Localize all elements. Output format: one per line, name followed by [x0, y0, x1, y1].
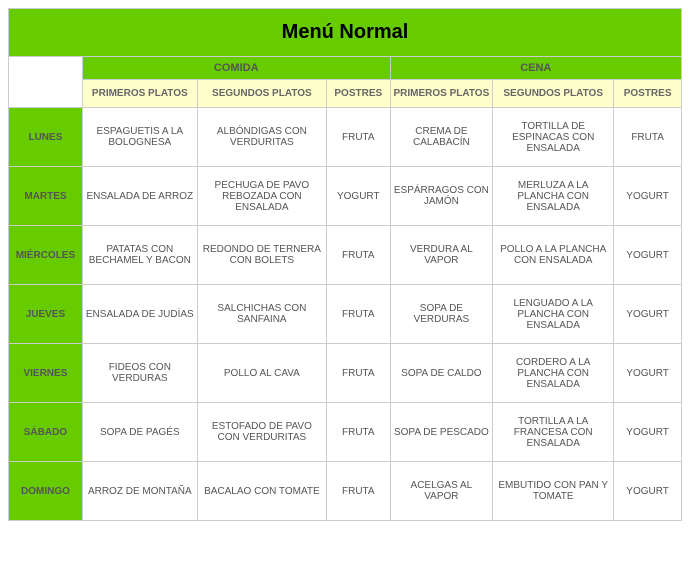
table-row: VIERNESFIDEOS CON VERDURASPOLLO AL CAVAF… — [9, 344, 682, 403]
subheader-comida-segundos: SEGUNDOS PLATOS — [197, 80, 326, 108]
header-comida: COMIDA — [82, 57, 390, 80]
comida-postre-cell: YOGURT — [327, 167, 391, 226]
subheader-comida-primeros: PRIMEROS PLATOS — [82, 80, 197, 108]
subheader-cena-segundos: SEGUNDOS PLATOS — [493, 80, 614, 108]
comida-segundo-cell: SALCHICHAS CON SANFAINA — [197, 285, 326, 344]
comida-segundo-cell: REDONDO DE TERNERA CON BOLETS — [197, 226, 326, 285]
corner-cell — [9, 57, 83, 108]
cena-segundo-cell: TORTILLA A LA FRANCESA CON ENSALADA — [493, 403, 614, 462]
subheader-cena-primeros: PRIMEROS PLATOS — [390, 80, 493, 108]
comida-postre-cell: FRUTA — [327, 226, 391, 285]
day-name: MARTES — [9, 167, 83, 226]
cena-primero-cell: VERDURA AL VAPOR — [390, 226, 493, 285]
menu-title: Menú Normal — [9, 9, 682, 57]
cena-postre-cell: YOGURT — [614, 403, 682, 462]
cena-primero-cell: ACELGAS AL VAPOR — [390, 462, 493, 521]
comida-primero-cell: ENSALADA DE ARROZ — [82, 167, 197, 226]
cena-postre-cell: YOGURT — [614, 226, 682, 285]
day-name: DOMINGO — [9, 462, 83, 521]
day-name: LUNES — [9, 108, 83, 167]
cena-primero-cell: SOPA DE CALDO — [390, 344, 493, 403]
comida-postre-cell: FRUTA — [327, 462, 391, 521]
comida-primero-cell: SOPA DE PAGÉS — [82, 403, 197, 462]
cena-postre-cell: FRUTA — [614, 108, 682, 167]
table-row: JUEVESENSALADA DE JUDÍASSALCHICHAS CON S… — [9, 285, 682, 344]
cena-segundo-cell: POLLO A LA PLANCHA CON ENSALADA — [493, 226, 614, 285]
comida-primero-cell: ENSALADA DE JUDÍAS — [82, 285, 197, 344]
cena-segundo-cell: MERLUZA A LA PLANCHA CON ENSALADA — [493, 167, 614, 226]
comida-segundo-cell: ALBÓNDIGAS CON VERDURITAS — [197, 108, 326, 167]
table-row: SÁBADOSOPA DE PAGÉSESTOFADO DE PAVO CON … — [9, 403, 682, 462]
day-name: VIERNES — [9, 344, 83, 403]
cena-primero-cell: CREMA DE CALABACÍN — [390, 108, 493, 167]
comida-postre-cell: FRUTA — [327, 344, 391, 403]
cena-postre-cell: YOGURT — [614, 285, 682, 344]
cena-primero-cell: SOPA DE PESCADO — [390, 403, 493, 462]
comida-segundo-cell: BACALAO CON TOMATE — [197, 462, 326, 521]
comida-primero-cell: ARROZ DE MONTAÑA — [82, 462, 197, 521]
comida-postre-cell: FRUTA — [327, 108, 391, 167]
menu-table: Menú Normal COMIDA CENA PRIMEROS PLATOS … — [8, 8, 682, 521]
comida-segundo-cell: ESTOFADO DE PAVO CON VERDURITAS — [197, 403, 326, 462]
table-row: MIÉRCOLESPATATAS CON BECHAMEL Y BACONRED… — [9, 226, 682, 285]
header-cena: CENA — [390, 57, 681, 80]
day-name: MIÉRCOLES — [9, 226, 83, 285]
table-row: MARTESENSALADA DE ARROZPECHUGA DE PAVO R… — [9, 167, 682, 226]
comida-primero-cell: FIDEOS CON VERDURAS — [82, 344, 197, 403]
day-name: SÁBADO — [9, 403, 83, 462]
day-name: JUEVES — [9, 285, 83, 344]
cena-segundo-cell: TORTILLA DE ESPINACAS CON ENSALADA — [493, 108, 614, 167]
cena-postre-cell: YOGURT — [614, 462, 682, 521]
cena-postre-cell: YOGURT — [614, 344, 682, 403]
comida-postre-cell: FRUTA — [327, 403, 391, 462]
cena-postre-cell: YOGURT — [614, 167, 682, 226]
comida-primero-cell: ESPAGUETIS A LA BOLOGNESA — [82, 108, 197, 167]
table-row: DOMINGOARROZ DE MONTAÑABACALAO CON TOMAT… — [9, 462, 682, 521]
comida-primero-cell: PATATAS CON BECHAMEL Y BACON — [82, 226, 197, 285]
cena-segundo-cell: EMBUTIDO CON PAN Y TOMATE — [493, 462, 614, 521]
cena-primero-cell: ESPÁRRAGOS CON JAMÓN — [390, 167, 493, 226]
cena-segundo-cell: CORDERO A LA PLANCHA CON ENSALADA — [493, 344, 614, 403]
comida-segundo-cell: PECHUGA DE PAVO REBOZADA CON ENSALADA — [197, 167, 326, 226]
cena-segundo-cell: LENGUADO A LA PLANCHA CON ENSALADA — [493, 285, 614, 344]
subheader-cena-postres: POSTRES — [614, 80, 682, 108]
cena-primero-cell: SOPA DE VERDURAS — [390, 285, 493, 344]
comida-postre-cell: FRUTA — [327, 285, 391, 344]
table-row: LUNESESPAGUETIS A LA BOLOGNESAALBÓNDIGAS… — [9, 108, 682, 167]
subheader-comida-postres: POSTRES — [327, 80, 391, 108]
comida-segundo-cell: POLLO AL CAVA — [197, 344, 326, 403]
